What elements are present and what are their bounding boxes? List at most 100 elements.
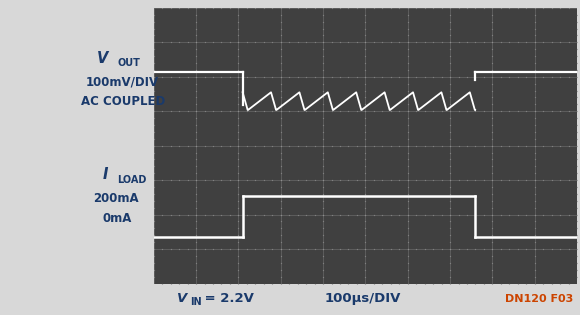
Point <box>191 212 201 217</box>
Point <box>318 150 328 155</box>
Point <box>445 233 455 238</box>
Point <box>496 212 506 217</box>
Point <box>318 81 328 86</box>
Point <box>259 212 269 217</box>
Point <box>394 109 404 114</box>
Point <box>208 143 218 148</box>
Point <box>310 74 319 79</box>
Point <box>242 247 252 252</box>
Point <box>403 33 412 38</box>
Point <box>572 74 580 79</box>
Point <box>361 19 370 24</box>
Point <box>276 95 285 100</box>
Point <box>572 143 580 148</box>
Point <box>242 109 252 114</box>
Point <box>505 178 514 183</box>
Point <box>445 67 455 72</box>
Point <box>149 233 158 238</box>
Text: 100μs/DIV: 100μs/DIV <box>325 292 401 305</box>
Point <box>462 281 472 286</box>
Point <box>479 281 488 286</box>
Point <box>276 74 285 79</box>
Point <box>183 5 192 10</box>
Point <box>208 74 218 79</box>
Point <box>318 192 328 197</box>
Point <box>318 54 328 59</box>
Point <box>488 40 497 45</box>
Point <box>386 178 396 183</box>
Point <box>191 19 201 24</box>
Point <box>234 178 243 183</box>
Point <box>175 5 184 10</box>
Point <box>149 26 158 31</box>
Point <box>191 60 201 66</box>
Point <box>267 74 277 79</box>
Point <box>454 109 463 114</box>
Point <box>208 178 218 183</box>
Point <box>488 40 497 45</box>
Point <box>318 281 328 286</box>
Point <box>420 212 429 217</box>
Point <box>530 26 539 31</box>
Point <box>420 143 429 148</box>
Point <box>276 136 285 141</box>
Point <box>234 164 243 169</box>
Point <box>488 212 497 217</box>
Point <box>234 60 243 66</box>
Point <box>285 109 294 114</box>
Point <box>437 212 446 217</box>
Point <box>285 178 294 183</box>
Point <box>445 212 455 217</box>
Point <box>259 178 269 183</box>
Point <box>361 164 370 169</box>
Text: IN: IN <box>190 297 202 307</box>
Point <box>361 95 370 100</box>
Point <box>208 212 218 217</box>
Point <box>572 95 580 100</box>
Point <box>285 212 294 217</box>
Point <box>445 74 455 79</box>
Point <box>191 95 201 100</box>
Point <box>564 5 573 10</box>
Point <box>352 109 361 114</box>
Text: 200mA: 200mA <box>93 192 139 205</box>
Point <box>505 247 514 252</box>
Point <box>200 143 209 148</box>
Point <box>183 40 192 45</box>
Point <box>310 178 319 183</box>
Point <box>572 212 580 217</box>
Point <box>378 247 387 252</box>
Point <box>361 123 370 128</box>
Point <box>191 178 201 183</box>
Point <box>191 226 201 231</box>
Point <box>437 247 446 252</box>
Point <box>479 212 488 217</box>
Point <box>191 67 201 72</box>
Point <box>488 212 497 217</box>
Point <box>327 247 336 252</box>
Point <box>327 281 336 286</box>
Point <box>276 226 285 231</box>
Point <box>318 267 328 272</box>
Point <box>318 5 328 10</box>
Point <box>318 136 328 141</box>
Point <box>259 247 269 252</box>
Point <box>234 143 243 148</box>
Point <box>276 281 285 286</box>
Point <box>191 281 201 286</box>
Point <box>488 116 497 121</box>
Point <box>530 281 539 286</box>
Point <box>191 81 201 86</box>
Point <box>276 219 285 224</box>
Point <box>191 74 201 79</box>
Point <box>496 143 506 148</box>
Point <box>361 240 370 245</box>
Point <box>191 150 201 155</box>
Point <box>191 143 201 148</box>
Point <box>530 60 539 66</box>
Point <box>200 40 209 45</box>
Point <box>285 143 294 148</box>
Point <box>539 5 548 10</box>
Point <box>488 247 497 252</box>
Point <box>572 219 580 224</box>
